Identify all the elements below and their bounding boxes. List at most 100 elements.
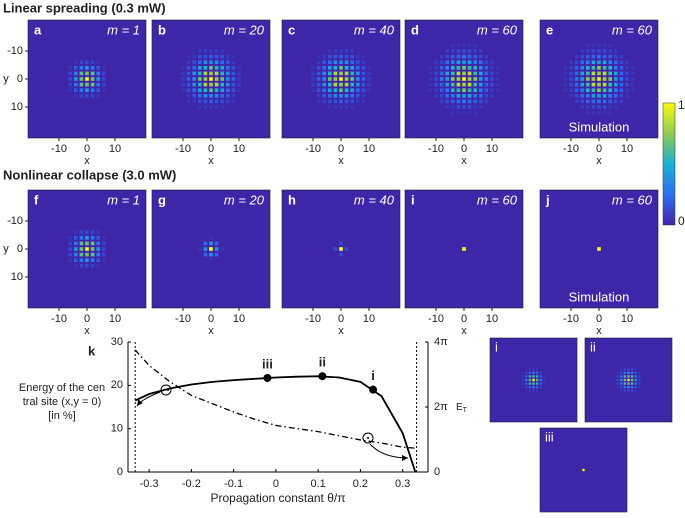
lattice-site (450, 71, 455, 76)
lattice-site (591, 110, 596, 115)
lattice-site (428, 71, 433, 76)
lattice-site (456, 82, 461, 87)
lattice-site (630, 371, 634, 374)
lattice-site (620, 378, 623, 382)
lattice-site (339, 93, 343, 98)
lattice-site (237, 65, 241, 70)
lattice-site (462, 247, 466, 251)
lattice-site (209, 235, 213, 240)
lattice-site (220, 105, 225, 109)
x-axis-label: x (84, 325, 90, 337)
lattice-site (355, 88, 360, 93)
lattice-site (85, 230, 89, 235)
lattice-site (613, 88, 618, 93)
lattice-site (225, 93, 230, 98)
panel-letter: e (546, 22, 553, 37)
lattice-site (613, 54, 618, 59)
lattice-site (616, 371, 619, 374)
lattice-site (197, 65, 202, 70)
lattice-site (591, 105, 596, 109)
lattice-site (620, 368, 623, 371)
lattice-site (638, 378, 641, 382)
lattice-site (85, 60, 89, 65)
lattice-site (434, 82, 438, 87)
lattice-site (428, 65, 433, 70)
x-tick-label: 0 (596, 313, 602, 325)
lattice-site (630, 82, 635, 87)
lattice-site (327, 99, 332, 104)
lattice-site (220, 65, 225, 70)
lattice-site (462, 60, 466, 65)
lattice-site (528, 378, 532, 382)
iteration-label: m = 20 (224, 192, 265, 207)
lattice-site (339, 77, 343, 81)
lattice-site (625, 77, 629, 81)
lattice-site (316, 99, 321, 104)
lattice-site (473, 110, 478, 115)
lattice-site (225, 99, 230, 104)
lattice-site (96, 77, 101, 81)
lattice-site (214, 77, 219, 81)
lattice-site (101, 235, 106, 240)
lattice-site (619, 65, 624, 70)
lattice-site (580, 54, 585, 59)
lattice-site (68, 235, 73, 240)
lattice-site (580, 93, 585, 98)
lattice-site (361, 77, 366, 81)
lattice-site (192, 93, 197, 98)
lattice-site (186, 60, 191, 65)
lattice-site (450, 110, 455, 115)
lattice-site (623, 375, 627, 378)
lattice-site (85, 82, 89, 87)
lattice-site (220, 93, 225, 98)
lattice-site (539, 382, 542, 385)
lattice-site (186, 93, 191, 98)
lattice-site (569, 60, 573, 65)
lattice-site (462, 110, 466, 115)
lattice-site (231, 54, 236, 59)
lattice-site (85, 241, 89, 246)
lattice-site (473, 93, 478, 98)
lattice-site (311, 71, 315, 76)
lattice-site (627, 389, 630, 392)
lattice-site (462, 43, 466, 48)
lattice-site (580, 60, 585, 65)
panel-letter: b (158, 22, 166, 37)
lattice-site (634, 386, 637, 389)
lattice-site (327, 82, 332, 87)
lattice-site (434, 60, 438, 65)
lattice-site (90, 71, 95, 76)
lattice-site (197, 247, 202, 251)
lattice-site (462, 82, 466, 87)
lattice-site (439, 65, 444, 70)
lattice-site (439, 88, 444, 93)
lattice-site (462, 99, 466, 104)
lattice-site (209, 252, 213, 257)
lattice-site (220, 99, 225, 104)
lattice-site (532, 375, 535, 378)
x-tick-label: -0.2 (182, 478, 201, 490)
lattice-site (344, 65, 349, 70)
lattice-site (344, 247, 349, 251)
lattice-site (450, 43, 455, 48)
lattice-site (96, 241, 101, 246)
lattice-site (79, 235, 84, 240)
lattice-site (79, 82, 84, 87)
lattice-site (634, 378, 637, 382)
lattice-site (450, 82, 455, 87)
lattice-site (214, 247, 219, 251)
lattice-site (68, 241, 73, 246)
x-tick-label: 0 (208, 143, 214, 155)
lattice-site (602, 88, 607, 93)
lattice-site (322, 77, 327, 81)
lattice-site (311, 88, 315, 93)
lattice-site (580, 77, 585, 81)
lattice-site (231, 71, 236, 76)
colorbar (662, 102, 676, 226)
lattice-site (638, 375, 641, 378)
x-tick-label: -0.3 (140, 478, 159, 490)
lattice-site (569, 65, 573, 70)
x-tick-label: 10 (363, 143, 375, 155)
lattice-site (68, 77, 73, 81)
panel-letter: h (288, 192, 296, 207)
